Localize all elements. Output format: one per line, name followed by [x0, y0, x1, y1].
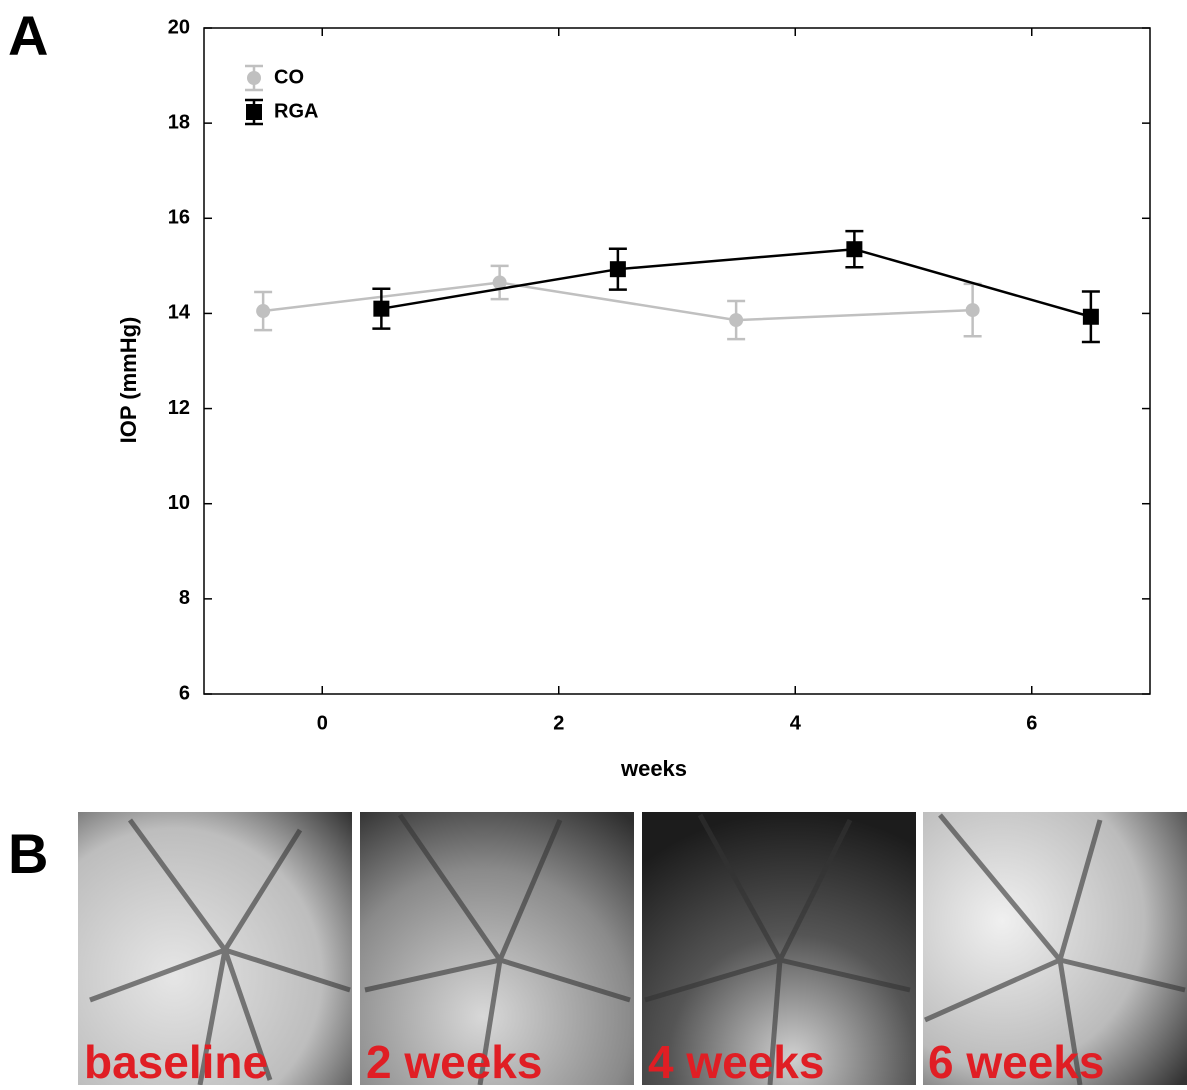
- data-point: [373, 301, 389, 317]
- y-axis-label: IOP (mmHg): [116, 317, 141, 444]
- y-tick-label: 14: [168, 302, 191, 324]
- x-tick-label: 2: [553, 712, 564, 734]
- panel-label: A: [8, 4, 48, 67]
- x-tick-label: 4: [790, 712, 802, 734]
- image-caption: 2 weeks: [366, 1036, 542, 1085]
- image-caption: 6 weeks: [928, 1036, 1104, 1085]
- panel-label: B: [8, 822, 48, 885]
- image-caption: 4 weeks: [648, 1036, 824, 1085]
- x-axis-label: weeks: [620, 756, 687, 781]
- y-tick-label: 16: [168, 207, 190, 229]
- data-point: [966, 303, 980, 317]
- x-tick-label: 0: [317, 712, 328, 734]
- y-tick-label: 12: [168, 397, 190, 419]
- legend-symbol: [246, 104, 262, 120]
- data-point: [1083, 309, 1099, 325]
- y-tick-label: 18: [168, 111, 190, 133]
- figure: A B baseline 2 weeks 4 weeks 6 weeks wee…: [0, 0, 1187, 1085]
- legend-symbol: [247, 71, 261, 85]
- data-point: [729, 313, 743, 327]
- y-tick-label: 20: [168, 16, 190, 38]
- legend-label: CO: [274, 66, 304, 88]
- data-point: [610, 261, 626, 277]
- page: A B baseline 2 weeks 4 weeks 6 weeks wee…: [0, 0, 1187, 1090]
- data-point: [256, 304, 270, 318]
- legend-label: RGA: [274, 100, 318, 122]
- x-tick-label: 6: [1026, 712, 1037, 734]
- y-tick-label: 6: [179, 682, 190, 704]
- y-tick-label: 10: [168, 492, 190, 514]
- y-tick-label: 8: [179, 587, 190, 609]
- plot-frame: [204, 28, 1150, 694]
- data-point: [846, 241, 862, 257]
- image-caption: baseline: [84, 1036, 268, 1085]
